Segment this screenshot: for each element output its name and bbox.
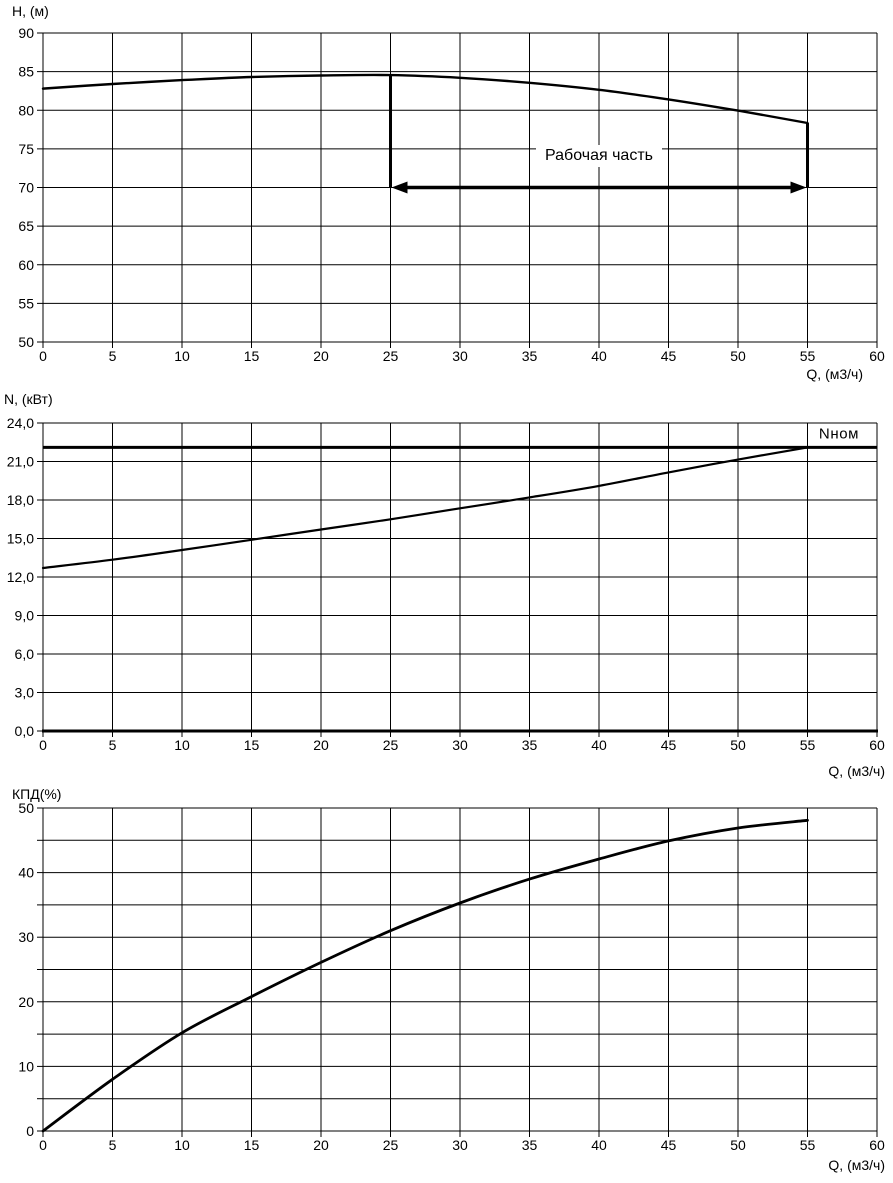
x-tick-label: 40 xyxy=(591,737,607,753)
axis-ticks xyxy=(37,32,878,348)
grid xyxy=(42,807,878,1132)
x-tick-label: 20 xyxy=(313,348,329,364)
arrowhead-left-icon xyxy=(391,181,408,194)
x-tick-label: 55 xyxy=(800,737,816,753)
x-tick-label: 45 xyxy=(661,348,677,364)
x-tick-label: 35 xyxy=(522,737,538,753)
x-tick-label: 10 xyxy=(174,348,190,364)
y-tick-label: 18,0 xyxy=(7,492,34,508)
x-tick-label: 5 xyxy=(109,1137,117,1153)
axis-ticks xyxy=(37,807,878,1137)
x-tick-label: 55 xyxy=(800,1137,816,1153)
efficiency-chart-x-axis-title: Q, (м3/ч) xyxy=(828,1157,885,1173)
curve-head xyxy=(41,73,809,125)
working-range-label: Рабочая часть xyxy=(536,145,662,167)
x-tick-label: 40 xyxy=(591,1137,607,1153)
x-tick-label: 0 xyxy=(39,737,47,753)
y-tick-label: 24,0 xyxy=(7,415,34,431)
tick-labels: 0 5 10 15 20 25 30 35 40 45 50 55 60 50 40 30 20 10 0 xyxy=(18,800,885,1153)
x-tick-label: 15 xyxy=(244,737,260,753)
x-tick-label: 0 xyxy=(39,348,47,364)
x-tick-label: 0 xyxy=(39,1137,47,1153)
y-tick-label: 60 xyxy=(18,257,34,273)
x-tick-label: 40 xyxy=(591,348,607,364)
x-tick-label: 60 xyxy=(869,348,885,364)
working-range-annotation xyxy=(389,75,809,194)
y-tick-label: 0 xyxy=(26,1123,34,1139)
axis-ticks xyxy=(37,422,878,737)
y-tick-label: 12,0 xyxy=(7,569,34,585)
x-tick-label: 30 xyxy=(452,348,468,364)
x-tick-label: 25 xyxy=(383,1137,399,1153)
y-tick-label: 20 xyxy=(18,994,34,1010)
x-tick-label: 30 xyxy=(452,1137,468,1153)
arrowhead-right-icon xyxy=(790,181,807,194)
curve-efficiency xyxy=(41,818,809,1133)
y-tick-label: 15,0 xyxy=(7,531,34,547)
x-tick-label: 30 xyxy=(452,737,468,753)
x-tick-label: 20 xyxy=(313,1137,329,1153)
x-tick-label: 45 xyxy=(661,737,677,753)
x-tick-label: 60 xyxy=(869,737,885,753)
tick-labels: 0 5 10 15 20 25 30 35 40 45 50 55 60 24,0 21,0 18,0 15,0… xyxy=(7,415,885,753)
x-tick-label: 15 xyxy=(244,1137,260,1153)
y-tick-label: 21,0 xyxy=(7,454,34,470)
head-chart-y-axis-title: H, (м) xyxy=(12,3,49,19)
y-tick-label: 3,0 xyxy=(15,685,35,701)
x-tick-label: 10 xyxy=(174,737,190,753)
y-tick-label: 90 xyxy=(18,25,34,41)
y-tick-label: 9,0 xyxy=(15,608,35,624)
y-tick-label: 30 xyxy=(18,929,34,945)
chart-efficiency: 0 5 10 15 20 25 30 35 40 45 50 55 60 50 40 30 20 10 0 xyxy=(18,800,885,1153)
efficiency-chart-y-axis-title: КПД(%) xyxy=(12,786,62,802)
x-tick-label: 45 xyxy=(661,1137,677,1153)
y-tick-label: 65 xyxy=(18,218,34,234)
x-tick-label: 35 xyxy=(522,1137,538,1153)
y-tick-label: 6,0 xyxy=(15,646,35,662)
x-tick-label: 20 xyxy=(313,737,329,753)
y-tick-label: 40 xyxy=(18,865,34,881)
x-tick-label: 10 xyxy=(174,1137,190,1153)
y-tick-label: 85 xyxy=(18,64,34,80)
x-tick-label: 35 xyxy=(522,348,538,364)
x-tick-label: 5 xyxy=(109,348,117,364)
grid xyxy=(42,422,878,732)
y-tick-label: 0,0 xyxy=(15,723,35,739)
y-tick-label: 50 xyxy=(18,800,34,816)
x-tick-label: 25 xyxy=(383,348,399,364)
y-tick-label: 55 xyxy=(18,295,34,311)
y-tick-label: 75 xyxy=(18,141,34,157)
y-tick-label: 10 xyxy=(18,1058,34,1074)
x-tick-label: 5 xyxy=(109,737,117,753)
y-tick-label: 80 xyxy=(18,102,34,118)
x-tick-label: 50 xyxy=(730,1137,746,1153)
y-tick-label: 50 xyxy=(18,334,34,350)
chart-head: 0 5 10 15 20 25 30 35 40 45 50 55 60 90 85 80 75 70 65 60 55… xyxy=(18,25,885,364)
x-tick-label: 25 xyxy=(383,737,399,753)
x-tick-label: 55 xyxy=(800,348,816,364)
x-tick-label: 60 xyxy=(869,1137,885,1153)
x-tick-label: 50 xyxy=(730,348,746,364)
head-chart-x-axis-title: Q, (м3/ч) xyxy=(806,366,863,382)
y-tick-label: 70 xyxy=(18,180,34,196)
nominal-power-label: Nном xyxy=(818,425,860,443)
power-chart-y-axis-title: N, (кВт) xyxy=(4,391,53,407)
chart-power: 0 5 10 15 20 25 30 35 40 45 50 55 60 24,0 21,0 18,0 15,0… xyxy=(7,415,885,753)
curve-power xyxy=(41,446,809,570)
x-tick-label: 50 xyxy=(730,737,746,753)
power-chart-x-axis-title: Q, (м3/ч) xyxy=(828,763,885,779)
x-tick-label: 15 xyxy=(244,348,260,364)
tick-labels: 0 5 10 15 20 25 30 35 40 45 50 55 60 90 85 80 75 70 65 60 55… xyxy=(18,25,885,364)
